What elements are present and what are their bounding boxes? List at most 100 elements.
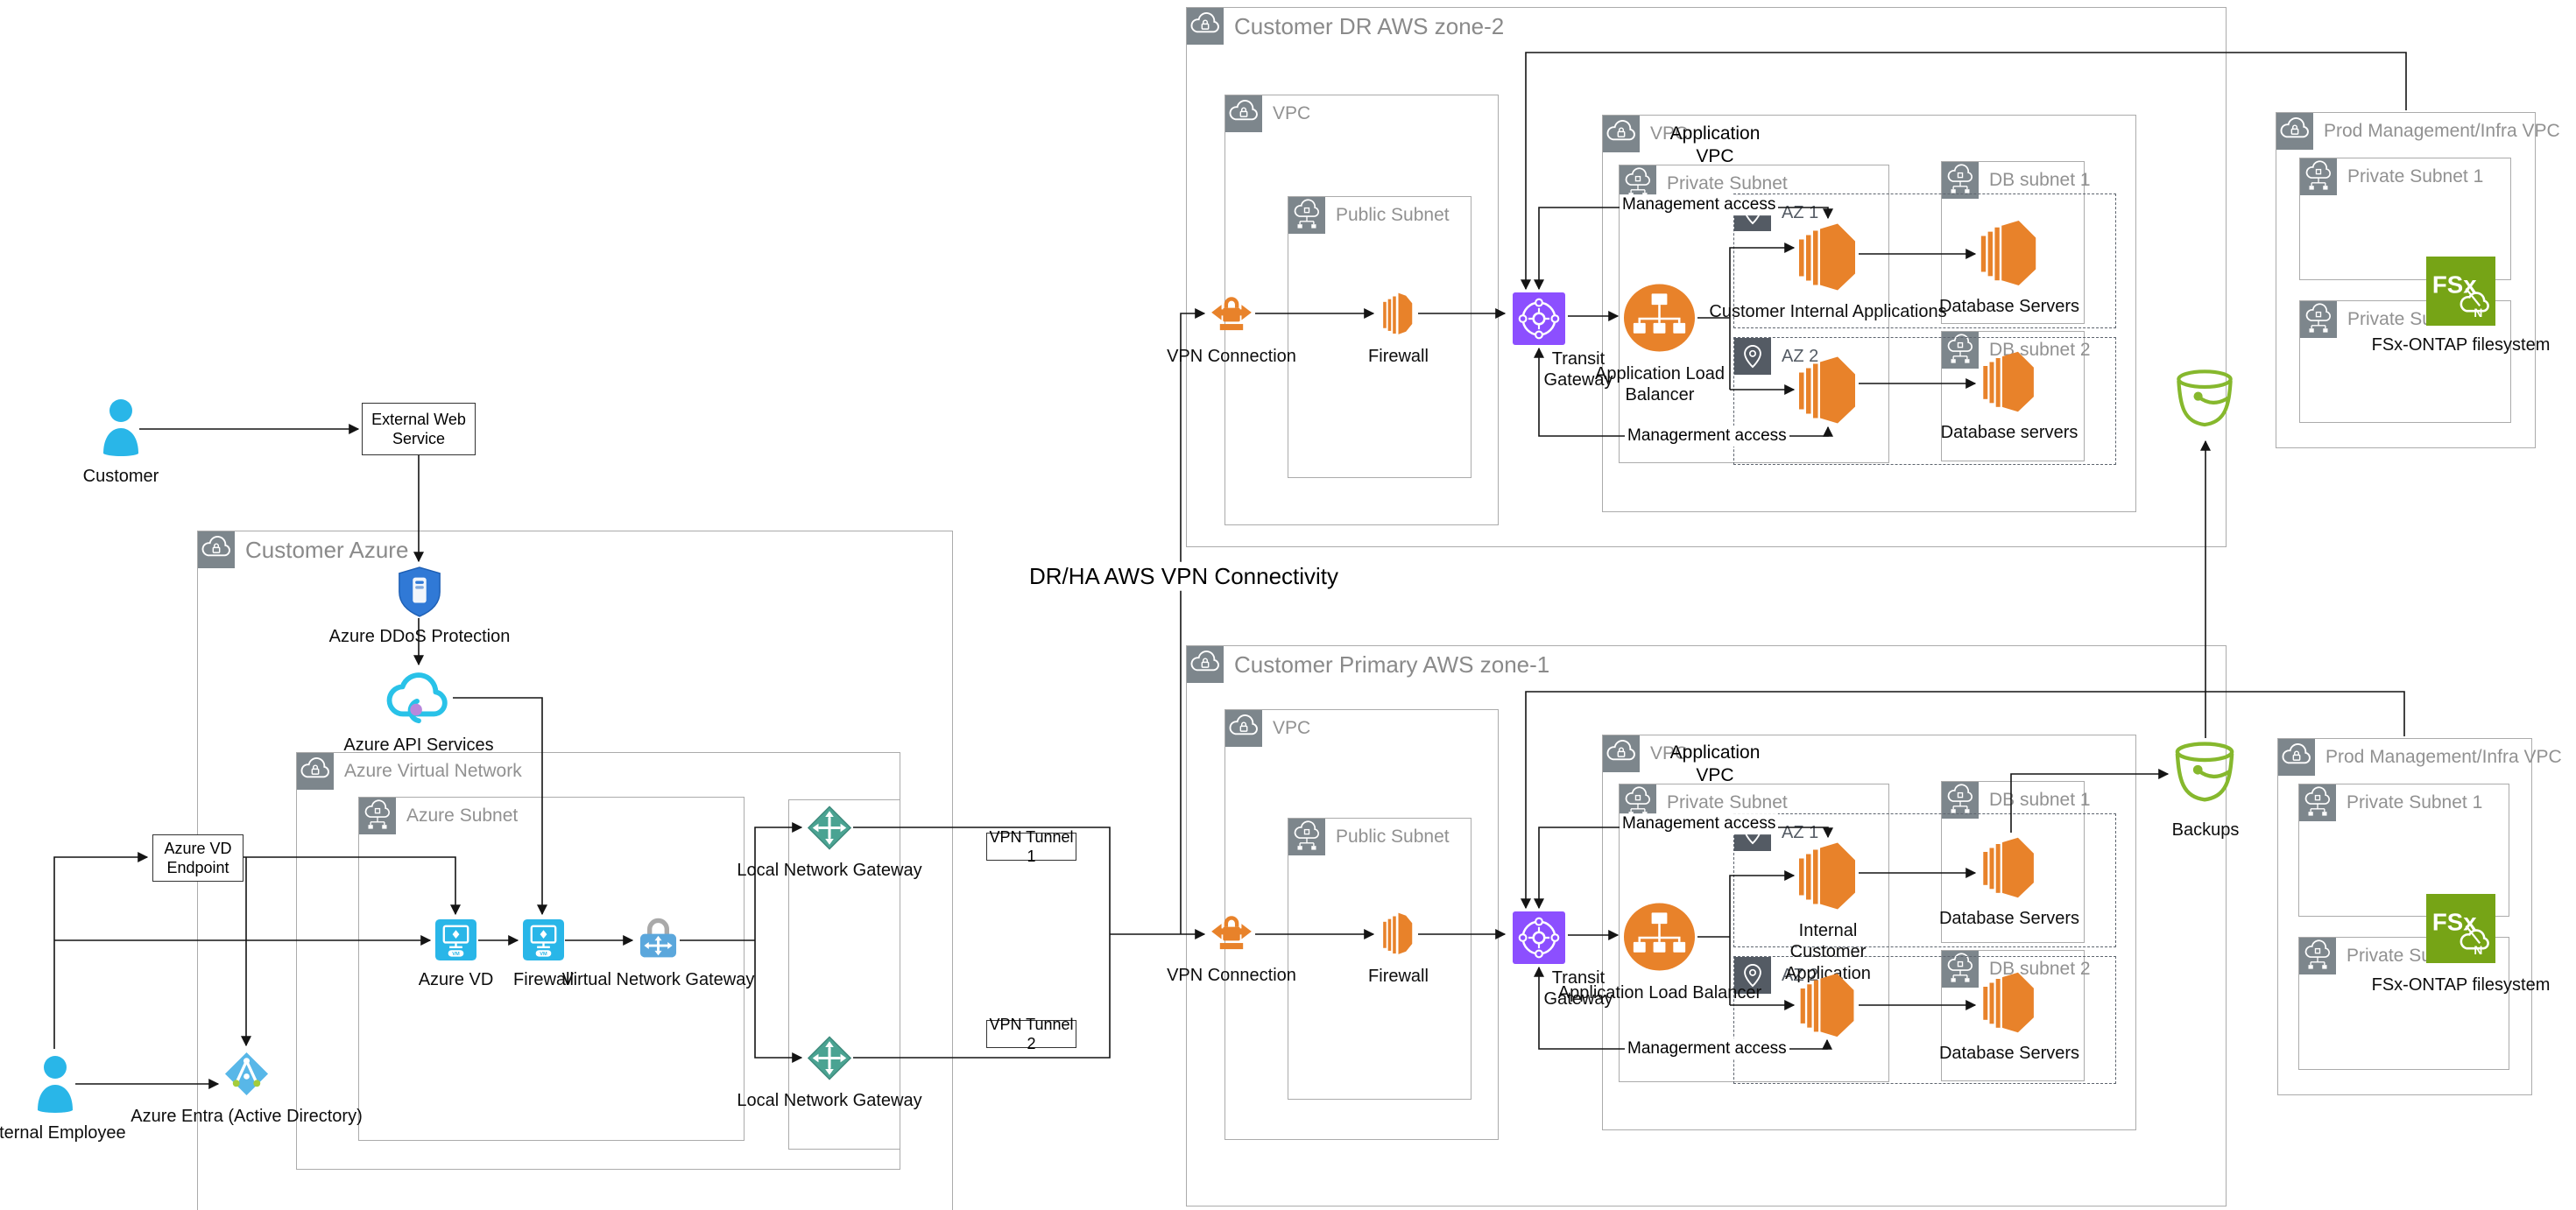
azure-ddos-node-label: Azure DDoS Protection (328, 627, 511, 646)
azure-entra-node (223, 1051, 270, 1097)
group-azure-subnet-label: Azure Subnet (406, 805, 519, 826)
p-vpn-connection-node (1210, 911, 1253, 956)
subnet-badge-icon (1942, 782, 1979, 819)
dr-ec2-az1-node (1799, 222, 1857, 292)
group-azure-virtual-network-label: Azure Virtual Network (344, 761, 522, 781)
alb-icon (1623, 283, 1696, 353)
label-p-management-access-top: Management access (1620, 813, 1779, 834)
dr-transit-gateway-node (1512, 292, 1566, 345)
customer-node-label: Customer (82, 467, 159, 486)
backups-bucket-node (2173, 742, 2236, 812)
group-p-prod-private-subnet-1: Private Subnet 1 (2298, 784, 2509, 917)
p-ec2-az1-node (1799, 841, 1857, 911)
group-p-db-subnet-1: DB subnet 1 (1941, 781, 2091, 943)
edge-employee-endpoint (53, 852, 149, 1049)
person-icon (102, 397, 140, 457)
group-p-private-subnet-label: Private Subnet (1667, 792, 1788, 813)
dr-db1-ec2-node (1980, 219, 2038, 287)
edge-api-azfirewall (453, 697, 547, 916)
subnet-badge-icon (1942, 162, 1979, 199)
p-db1-ec2-node (1980, 836, 2038, 899)
p-ec2-az2-node (1799, 972, 1857, 1038)
label-p-management-access-bottom: Managerment access (1625, 1038, 1789, 1059)
subnet-badge-icon (2299, 938, 2336, 974)
cloud-badge-icon (198, 531, 235, 568)
vpn-tunnel-2-box: VPN Tunnel 2 (986, 1016, 1076, 1052)
svg-text:VM: VM (540, 952, 547, 957)
entra-icon (223, 1051, 270, 1097)
edge-split-lng2 (754, 940, 803, 1063)
label-dr-management-access-bottom: Managerment access (1625, 426, 1789, 447)
subnet-badge-icon (1942, 951, 1979, 988)
p-db1-ec2-node-label: Database Servers (1938, 909, 2080, 928)
dr-vpn-connection-node-label: VPN Connection (1167, 347, 1296, 366)
subnet-badge-icon (1288, 197, 1325, 234)
group-p-prod-private-subnet-1-label: Private Subnet 1 (2347, 792, 2483, 813)
vpn-icon (1210, 911, 1253, 956)
cloud-badge-icon (2278, 739, 2315, 776)
group-azure-virtual-network-header: Azure Virtual Network (297, 753, 522, 790)
group-dr-app-vpc: VPC (1602, 115, 2136, 512)
local-network-gateway-1-node (807, 805, 852, 851)
group-p-app-vpc-header: VPC (1603, 735, 1688, 772)
group-primary-zone: Customer Primary AWS zone-1 (1186, 645, 2227, 1206)
group-p-vpc: VPC (1224, 709, 1499, 1140)
tgw-icon (1512, 911, 1566, 964)
group-lng-container (788, 799, 900, 1150)
aws-firewall-icon (1380, 911, 1416, 957)
group-dr-public-subnet-label: Public Subnet (1336, 205, 1450, 225)
cloud-badge-icon (2276, 113, 2313, 150)
group-p-vpc-label: VPC (1273, 718, 1311, 738)
svg-text:N: N (2474, 943, 2482, 957)
group-dr-public-subnet: Public Subnet (1288, 196, 1471, 478)
subnet-badge-icon (2299, 784, 2336, 821)
group-p-public-subnet-header: Public Subnet (1288, 819, 1450, 855)
backups-bucket-node-label: Backups (2171, 820, 2240, 840)
local-network-gateway-2-node-label: Local Network Gateway (737, 1091, 922, 1110)
azure-vd-node: VM (435, 919, 476, 960)
group-dr-prod-private-subnet-1-header: Private Subnet 1 (2300, 158, 2483, 195)
internal-employee-node-label: Internal Employee (0, 1123, 126, 1143)
group-dr-zone: Customer DR AWS zone-2 (1186, 7, 2227, 547)
edge-lng1-tunnel (853, 827, 1111, 934)
group-primary-zone-label: Customer Primary AWS zone-1 (1234, 651, 1550, 678)
lng-icon (807, 805, 852, 851)
group-dr-zone-label: Customer DR AWS zone-2 (1234, 12, 1505, 39)
subnet-badge-icon (359, 798, 396, 834)
virtual-network-gateway-node-label: Virtual Network Gateway (561, 970, 755, 989)
p-db2-ec2-node-label: Database Servers (1938, 1044, 2080, 1063)
cloud-badge-icon (1225, 95, 1262, 132)
ec2-icon (1980, 350, 2038, 413)
group-dr-public-subnet-header: Public Subnet (1288, 197, 1450, 234)
group-dr-prod-private-subnet-1: Private Subnet 1 (2299, 158, 2511, 280)
ec2-icon (1980, 971, 2038, 1034)
p-alb-node (1623, 902, 1696, 972)
cloud-badge-icon (1187, 646, 1224, 683)
edge-dr-prodvpc-tgw (1521, 52, 2407, 291)
group-azure-subnet-header: Azure Subnet (359, 798, 518, 834)
group-p-public-subnet-label: Public Subnet (1336, 827, 1450, 847)
api-cloud-icon (385, 670, 453, 726)
group-dr-db-subnet-1: DB subnet 1 (1941, 161, 2091, 324)
dr-db1-ec2-node-label: Database Servers (1938, 297, 2080, 316)
subnet-badge-icon (1288, 819, 1325, 855)
svg-text:VM: VM (452, 952, 460, 957)
lng-icon (807, 1035, 852, 1081)
p-vpn-connection-node-label: VPN Connection (1167, 966, 1296, 985)
group-dr-vpc-label: VPC (1273, 103, 1311, 123)
p-firewall-node (1380, 911, 1416, 957)
azure-api-node-label: Azure API Services (343, 735, 494, 755)
edge-split-lng1 (754, 822, 803, 940)
cloud-badge-icon (1187, 8, 1224, 45)
ec2-icon (1980, 219, 2038, 287)
p-firewall-node-label: Firewall (1368, 967, 1429, 986)
group-p-prod-vpc: Prod Management/Infra VPC (2277, 738, 2562, 1095)
group-p-prod-private-subnet-1-header: Private Subnet 1 (2299, 784, 2482, 821)
p-transit-gateway-node (1512, 911, 1566, 964)
dr-ec2-az2-node (1799, 355, 1857, 426)
group-dr-db-subnet-2-header: DB subnet 2 (1942, 332, 2091, 369)
ec2-icon (1799, 841, 1857, 911)
dr-ec2-az1-node-label: Customer Internal Applications (1709, 302, 1947, 321)
group-primary-zone-header: Customer Primary AWS zone-1 (1187, 646, 1549, 683)
